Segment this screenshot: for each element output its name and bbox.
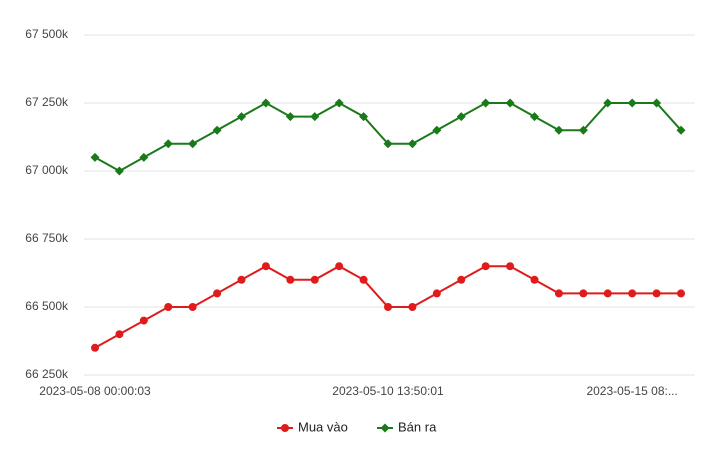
- marker: [139, 152, 149, 162]
- marker: [628, 289, 637, 298]
- marker: [164, 303, 173, 311]
- marker: [188, 303, 197, 311]
- marker: [237, 275, 246, 284]
- x-tick-label: 2023-05-15 08:...: [586, 384, 677, 398]
- y-tick-label: 66 500k: [25, 299, 69, 313]
- y-tick-label: 66 250k: [25, 367, 69, 381]
- marker: [579, 289, 588, 298]
- marker: [603, 289, 612, 298]
- legend-marker: [380, 423, 390, 433]
- marker: [334, 98, 344, 108]
- marker: [139, 316, 148, 325]
- marker: [90, 152, 100, 162]
- marker: [554, 289, 563, 298]
- marker: [408, 303, 417, 311]
- marker: [285, 112, 295, 122]
- legend-label: Mua vào: [298, 419, 348, 434]
- marker: [114, 166, 124, 176]
- marker: [603, 98, 613, 108]
- marker: [261, 262, 270, 271]
- marker: [310, 112, 320, 122]
- marker: [530, 275, 539, 284]
- marker: [481, 98, 491, 108]
- marker: [530, 112, 539, 122]
- x-tick-label: 2023-05-08 00:00:03: [39, 384, 151, 398]
- y-tick-label: 67 000k: [25, 163, 69, 177]
- marker: [481, 262, 490, 271]
- legend-marker: [281, 424, 289, 432]
- marker: [115, 330, 124, 339]
- marker: [506, 262, 515, 271]
- marker: [407, 139, 417, 149]
- marker: [505, 98, 515, 108]
- marker: [212, 125, 222, 135]
- marker: [676, 125, 686, 135]
- marker: [578, 125, 588, 135]
- marker: [432, 289, 441, 298]
- marker: [163, 139, 173, 149]
- marker: [237, 112, 246, 122]
- marker: [91, 343, 99, 352]
- marker: [383, 139, 393, 149]
- marker: [652, 98, 662, 108]
- legend-label: Bán ra: [398, 419, 437, 434]
- marker: [310, 275, 319, 284]
- x-tick-label: 2023-05-10 13:50:01: [332, 384, 444, 398]
- marker: [261, 98, 271, 108]
- marker: [335, 262, 344, 271]
- legend: Mua vào Bán ra: [277, 419, 437, 434]
- marker: [456, 112, 466, 122]
- marker: [627, 98, 637, 108]
- marker: [432, 125, 442, 135]
- series-line: [94, 101, 682, 173]
- marker: [286, 275, 295, 284]
- marker: [677, 289, 685, 298]
- y-tick-label: 67 500k: [25, 27, 69, 41]
- marker: [188, 139, 198, 149]
- marker: [652, 289, 661, 298]
- marker: [554, 125, 564, 135]
- y-tick-label: 67 250k: [25, 95, 69, 109]
- marker: [384, 303, 392, 311]
- y-tick-label: 66 750k: [25, 231, 69, 245]
- marker: [213, 289, 222, 298]
- marker: [359, 112, 369, 122]
- marker: [359, 275, 368, 284]
- marker: [457, 275, 466, 284]
